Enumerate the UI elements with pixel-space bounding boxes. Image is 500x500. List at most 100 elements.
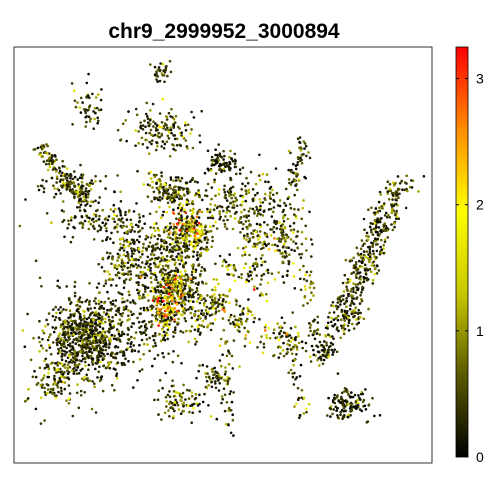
scatter-point <box>362 257 365 260</box>
scatter-point <box>252 200 255 203</box>
scatter-point <box>247 331 250 334</box>
scatter-point <box>97 263 100 266</box>
scatter-point <box>80 190 83 193</box>
scatter-point <box>87 196 90 199</box>
scatter-point <box>80 394 83 397</box>
scatter-point <box>154 73 157 76</box>
scatter-point <box>149 259 152 262</box>
scatter-point <box>52 315 55 318</box>
scatter-point <box>224 295 227 298</box>
scatter-point <box>129 301 132 304</box>
scatter-point <box>71 182 74 185</box>
scatter-point <box>214 221 217 224</box>
scatter-point <box>114 305 117 308</box>
scatter-point <box>84 365 87 368</box>
scatter-point <box>159 295 162 298</box>
scatter-point <box>51 362 54 365</box>
scatter-point <box>346 310 349 313</box>
scatter-point <box>204 299 207 302</box>
scatter-point <box>84 300 87 303</box>
scatter-point <box>87 322 90 325</box>
scatter-point <box>181 251 184 254</box>
scatter-point <box>203 393 206 396</box>
scatter-point <box>203 302 206 305</box>
scatter-point <box>173 258 176 261</box>
scatter-point <box>282 217 285 220</box>
scatter-point <box>272 194 275 197</box>
scatter-point <box>46 159 49 162</box>
scatter-point <box>159 308 162 311</box>
scatter-point <box>146 338 149 341</box>
scatter-point <box>57 348 60 351</box>
scatter-point <box>163 292 166 295</box>
scatter-point <box>24 198 27 201</box>
scatter-point <box>84 357 87 360</box>
scatter-point <box>48 163 51 166</box>
scatter-point <box>185 330 188 333</box>
scatter-point <box>177 294 180 297</box>
scatter-point <box>96 117 99 120</box>
scatter-point <box>161 328 164 331</box>
scatter-point <box>339 337 342 340</box>
scatter-point <box>148 172 151 175</box>
scatter-point <box>76 101 79 104</box>
scatter-point <box>69 188 72 191</box>
scatter-point <box>157 136 160 139</box>
scatter-point <box>310 360 313 363</box>
scatter-point <box>201 226 204 229</box>
scatter-point <box>73 370 76 373</box>
scatter-point <box>239 305 242 308</box>
scatter-point <box>121 293 124 296</box>
scatter-point <box>112 303 115 306</box>
scatter-point <box>89 325 92 328</box>
scatter-point <box>88 106 91 109</box>
scatter-point <box>324 334 327 337</box>
scatter-point <box>85 374 88 377</box>
scatter-point <box>112 356 115 359</box>
scatter-point <box>295 217 298 220</box>
scatter-point <box>276 227 279 230</box>
scatter-point <box>127 257 130 260</box>
scatter-point <box>167 192 170 195</box>
scatter-point <box>210 246 213 249</box>
scatter-point <box>207 248 210 251</box>
scatter-point <box>174 263 177 266</box>
scatter-point <box>56 188 59 191</box>
scatter-point <box>198 195 201 198</box>
scatter-point <box>58 335 61 338</box>
scatter-point <box>246 318 249 321</box>
scatter-point <box>185 201 188 204</box>
scatter-point <box>286 270 289 273</box>
scatter-point <box>165 67 168 70</box>
scatter-point <box>202 320 205 323</box>
scatter-point <box>168 314 171 317</box>
scatter-point <box>299 136 302 139</box>
scatter-point <box>267 181 270 184</box>
scatter-point <box>147 268 150 271</box>
scatter-point <box>174 399 177 402</box>
scatter-point <box>339 414 342 417</box>
scatter-point <box>179 285 182 288</box>
scatter-point <box>376 211 379 214</box>
scatter-point <box>351 323 354 326</box>
chart-title: chr9_2999952_3000894 <box>108 20 340 43</box>
scatter-point <box>266 300 269 303</box>
scatter-points <box>19 60 426 437</box>
scatter-point <box>114 357 117 360</box>
scatter-point <box>79 106 82 109</box>
scatter-point <box>293 208 296 211</box>
scatter-point <box>149 63 152 66</box>
scatter-point <box>113 214 116 217</box>
scatter-point <box>173 134 176 137</box>
scatter-point <box>188 389 191 392</box>
scatter-point <box>148 350 151 353</box>
scatter-point <box>250 171 253 174</box>
scatter-point <box>285 234 288 237</box>
scatter-point <box>369 253 372 256</box>
scatter-point <box>129 224 132 227</box>
scatter-point <box>175 288 178 291</box>
scatter-point <box>363 242 366 245</box>
scatter-point <box>82 339 85 342</box>
scatter-point <box>51 162 54 165</box>
scatter-point <box>302 304 305 307</box>
